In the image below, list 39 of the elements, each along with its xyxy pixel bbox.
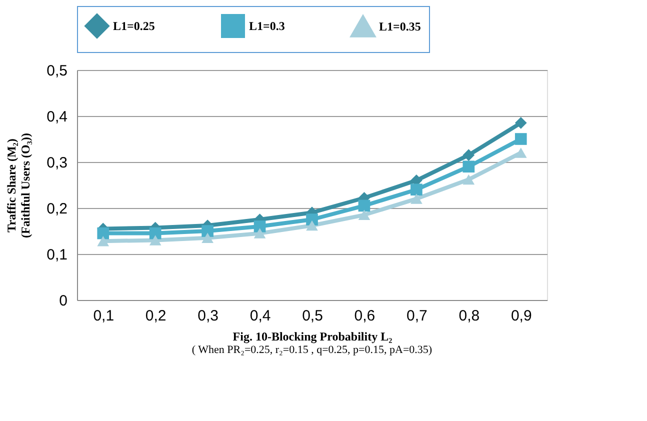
x-tick-label: 0,8 (458, 308, 480, 324)
point (254, 228, 266, 238)
x-tick-label: 0,9 (510, 308, 532, 324)
point (514, 116, 527, 129)
point (358, 200, 370, 212)
point (254, 220, 266, 232)
point (306, 220, 318, 231)
y-tick-label: 0,5 (46, 62, 68, 80)
point (410, 184, 422, 196)
x-tick-label: 0,2 (145, 308, 166, 324)
point (358, 210, 370, 220)
x-tick-label: 0,1 (93, 308, 114, 324)
legend-label: L1=0.3 (249, 19, 285, 33)
legend-label: L1=0.35 (379, 20, 421, 34)
legend-label: L1=0.25 (113, 19, 155, 33)
point (97, 227, 110, 240)
x-tick-label: 0,5 (302, 308, 323, 324)
point (410, 194, 422, 204)
y-tick-label: 0,3 (46, 154, 68, 172)
y-tick-label: 0 (59, 292, 68, 310)
text: ( When PR₂=0.25, r₂=0.15 , q=0.25, p=0.15, pA=0.35) (192, 344, 432, 356)
point (514, 148, 527, 158)
point (514, 133, 527, 145)
x-tick-label: 0,4 (250, 308, 271, 324)
point (97, 236, 110, 246)
point (149, 235, 162, 246)
point (202, 232, 214, 244)
y-tick-label: 0,2 (46, 200, 68, 218)
point (462, 149, 475, 162)
y-tick-label: 0,1 (46, 246, 68, 264)
y-axis-title: Traffic Share (M₂) (Faithful Users (O₃)) (4, 133, 33, 238)
x-tick-label: 0,6 (354, 308, 376, 324)
x-tick-label: 0,3 (198, 308, 218, 324)
point (462, 174, 475, 185)
point (462, 160, 475, 173)
y-tick-label: 0,4 (46, 108, 68, 126)
x-tick-label: 0,7 (406, 308, 428, 324)
x-axis-title: Fig. 10-Blocking Probability L₂ (232, 330, 393, 344)
point (202, 225, 214, 237)
